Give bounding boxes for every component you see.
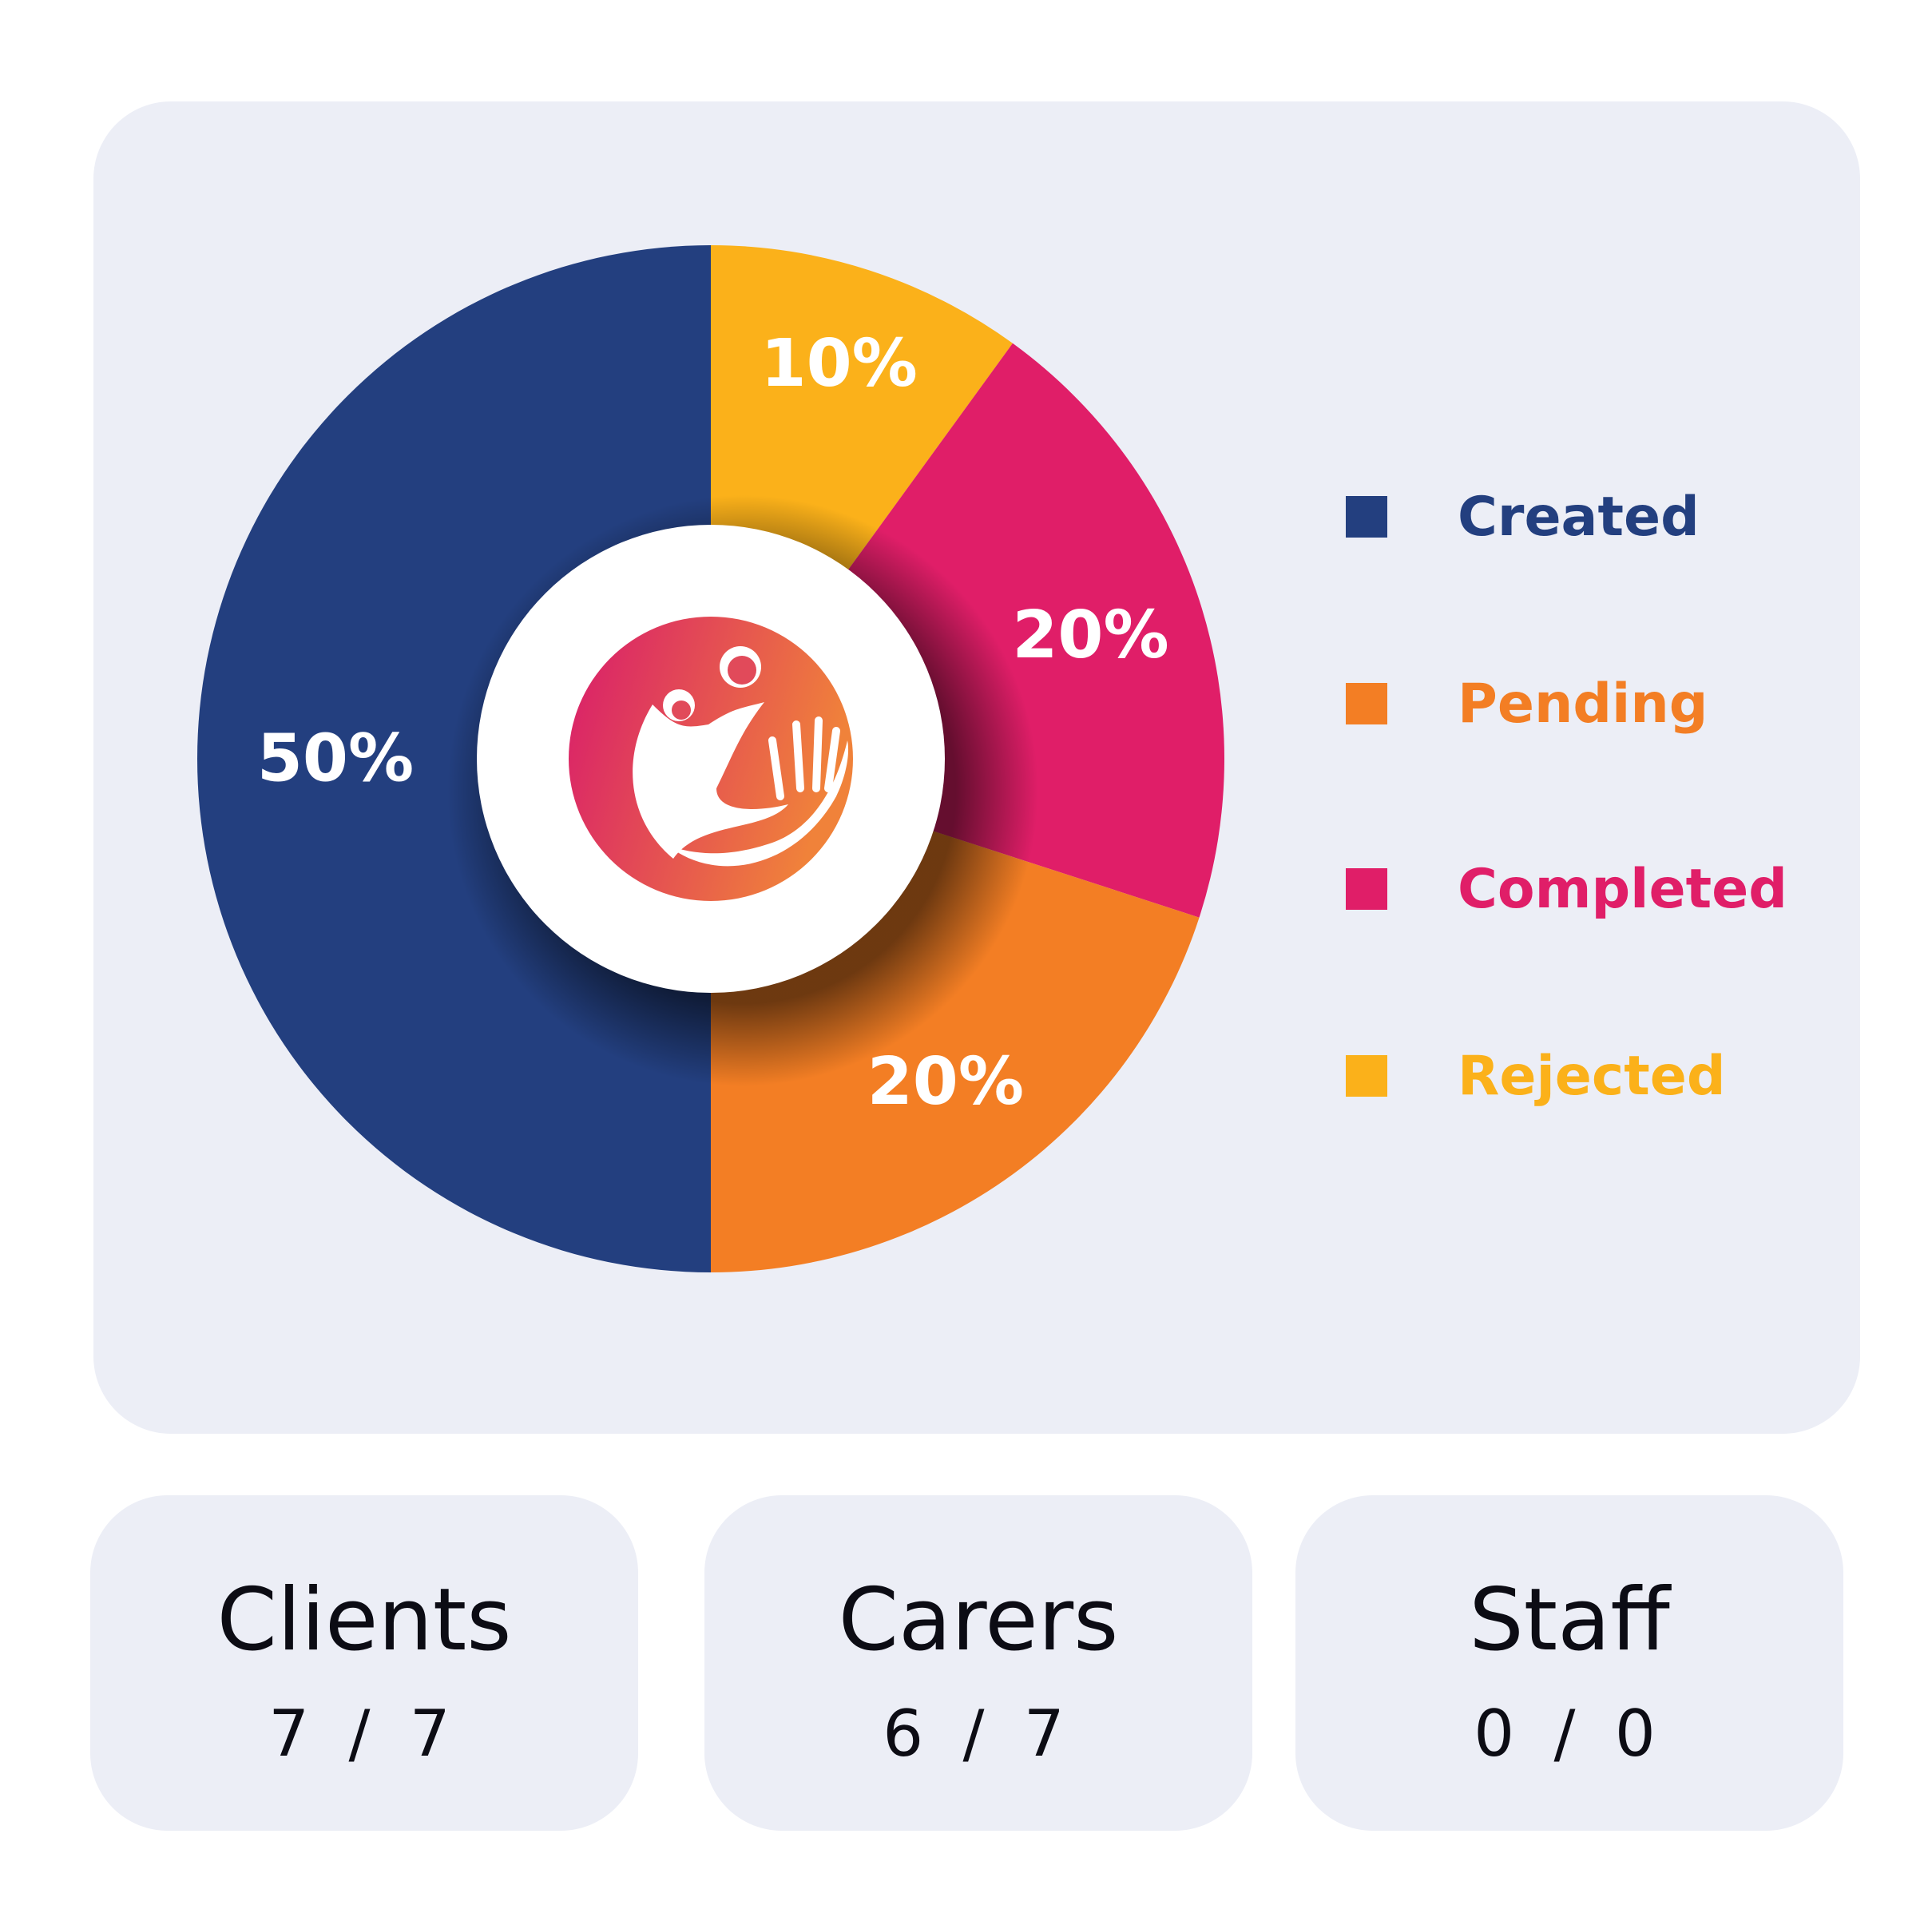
legend-swatch-rejected <box>1346 1055 1387 1097</box>
stat-label-clients: Clients <box>216 1570 512 1670</box>
slice-label-completed: 20% <box>1012 597 1168 673</box>
care-hands-logo <box>569 617 853 901</box>
slice-label-rejected: 10% <box>761 326 918 402</box>
labels-group: 10% 20% 20% 50% <box>257 326 1169 1120</box>
stat-card-carers: Carers 6 / 7 <box>704 1495 1252 1831</box>
stat-value-carers: 6 / 7 <box>883 1697 1074 1771</box>
stat-label-staff: Staff <box>1469 1570 1670 1670</box>
legend-label-pending: Pending <box>1458 672 1708 736</box>
stat-value-clients: 7 / 7 <box>268 1697 460 1771</box>
legend-item-completed: Completed <box>1346 857 1787 921</box>
legend-swatch-pending <box>1346 683 1387 724</box>
legend-item-pending: Pending <box>1346 672 1708 736</box>
legend-swatch-completed <box>1346 868 1387 910</box>
stat-value-staff: 0 / 0 <box>1474 1697 1665 1771</box>
legend-label-completed: Completed <box>1458 857 1787 921</box>
legend-label-created: Created <box>1458 485 1700 549</box>
stat-label-carers: Carers <box>838 1570 1119 1670</box>
legend: Created Pending Completed Rejected <box>1346 485 1825 1108</box>
stat-card-staff: Staff 0 / 0 <box>1295 1495 1843 1831</box>
legend-item-rejected: Rejected <box>1346 1044 1726 1108</box>
legend-swatch-created <box>1346 496 1387 538</box>
slice-label-created: 50% <box>257 721 414 797</box>
chart-card: 10% 20% 20% 50% Created Pending Completed R… <box>93 101 1860 1434</box>
donut-chart: 10% 20% 20% 50% <box>197 245 1224 1272</box>
stat-card-clients: Clients 7 / 7 <box>90 1495 638 1831</box>
legend-item-created: Created <box>1346 485 1700 549</box>
slice-label-pending: 20% <box>867 1044 1024 1120</box>
legend-label-rejected: Rejected <box>1458 1044 1726 1108</box>
